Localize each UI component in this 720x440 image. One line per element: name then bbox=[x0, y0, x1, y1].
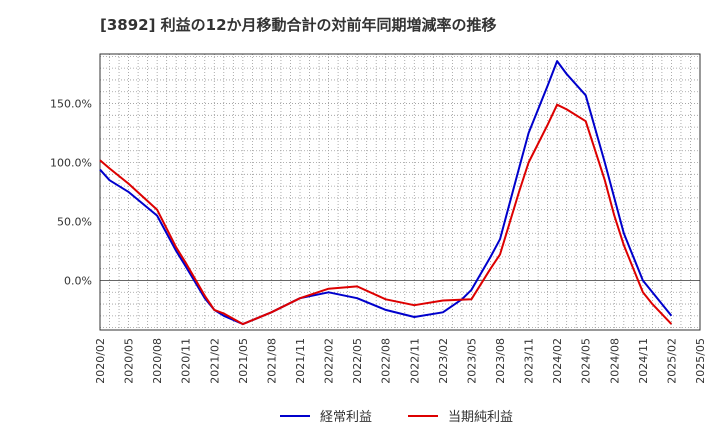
plot-border bbox=[99, 53, 701, 331]
x-tick-label: 2023/11 bbox=[523, 338, 536, 384]
x-tick-label: 2020/11 bbox=[180, 338, 193, 384]
x-tick-label: 2020/05 bbox=[123, 338, 136, 384]
x-tick-label: 2025/02 bbox=[665, 338, 678, 384]
x-tick-label: 2024/08 bbox=[608, 338, 621, 384]
legend-label-2: 当期純利益 bbox=[448, 410, 513, 425]
legend-label-1: 経常利益 bbox=[320, 410, 372, 425]
x-tick-label: 2024/11 bbox=[637, 338, 650, 384]
x-tick-label: 2021/05 bbox=[237, 338, 250, 384]
x-tick-label: 2021/08 bbox=[265, 338, 278, 384]
x-tick-label: 2020/02 bbox=[94, 338, 107, 384]
x-tick-label: 2023/08 bbox=[494, 338, 507, 384]
x-tick-label: 2025/05 bbox=[694, 338, 707, 384]
y-tick-label: 0.0% bbox=[64, 274, 92, 287]
x-tick-label: 2023/02 bbox=[437, 338, 450, 384]
y-tick-label: 100.0% bbox=[50, 157, 92, 170]
y-tick-label: 150.0% bbox=[50, 98, 92, 111]
x-tick-label: 2024/02 bbox=[551, 338, 564, 384]
plot-area bbox=[100, 54, 700, 330]
x-tick-label: 2021/02 bbox=[208, 338, 221, 384]
x-tick-label: 2020/08 bbox=[151, 338, 164, 384]
x-tick-label: 2022/08 bbox=[380, 338, 393, 384]
x-tick-label: 2024/05 bbox=[580, 338, 593, 384]
y-tick-label: 50.0% bbox=[57, 215, 92, 228]
series-line-2 bbox=[99, 103, 673, 326]
chart-title: [3892] 利益の12か月移動合計の対前年同期増減率の推移 bbox=[100, 16, 497, 34]
series-line-1 bbox=[99, 60, 673, 326]
x-tick-label: 2022/11 bbox=[408, 338, 421, 384]
x-tick-label: 2022/05 bbox=[351, 338, 364, 384]
x-tick-label: 2023/05 bbox=[465, 338, 478, 384]
x-tick-label: 2021/11 bbox=[294, 338, 307, 384]
x-tick-label: 2022/02 bbox=[323, 338, 336, 384]
